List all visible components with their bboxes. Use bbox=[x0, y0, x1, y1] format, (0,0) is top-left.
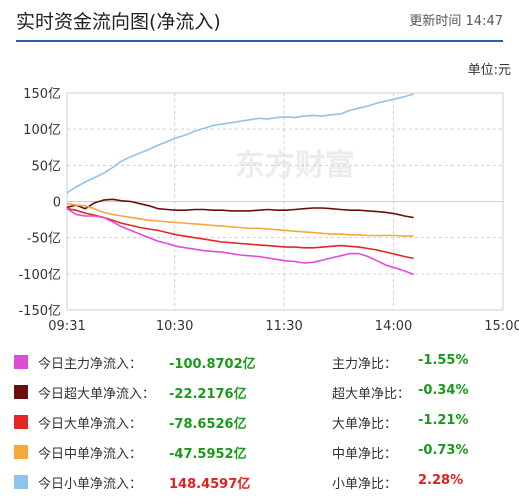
legend-value-small: 148.4597亿 bbox=[169, 477, 251, 492]
ratio-label-medium: 中单净比： bbox=[332, 447, 398, 462]
ratio-label-main: 主力净比： bbox=[332, 357, 398, 372]
series-line-medium bbox=[66, 202, 414, 237]
legend-row-super-large: 今日超大单净流入： -22.2176亿 超大单净比： -0.34% bbox=[14, 380, 514, 406]
series-line-small bbox=[66, 93, 414, 194]
legend-label-super-large: 今日超大单净流入： bbox=[38, 387, 156, 402]
series-line-main bbox=[66, 208, 414, 276]
unit-label: 单位:元 bbox=[467, 63, 511, 78]
legend-row-main: 今日主力净流入： -100.8702亿 主力净比： -1.55% bbox=[14, 350, 514, 376]
y-tick-label: -50亿 bbox=[27, 232, 61, 247]
update-time: 更新时间 14:47 bbox=[409, 14, 503, 29]
ratio-value-super-large: -0.34% bbox=[418, 383, 469, 398]
legend-label-main: 今日主力净流入： bbox=[38, 357, 143, 372]
legend-swatch-main bbox=[14, 355, 28, 369]
y-tick-label: 50亿 bbox=[31, 159, 61, 174]
legend-swatch-large bbox=[14, 415, 28, 429]
legend-value-super-large: -22.2176亿 bbox=[169, 387, 247, 402]
x-tick-label: 10:30 bbox=[156, 319, 193, 334]
y-tick-label: 100亿 bbox=[23, 123, 61, 138]
ratio-value-large: -1.21% bbox=[418, 413, 469, 428]
legend-swatch-medium bbox=[14, 445, 28, 459]
series-line-super_large bbox=[66, 198, 414, 219]
legend-swatch-small bbox=[14, 475, 28, 489]
x-tick-label: 09:31 bbox=[48, 319, 85, 334]
legend-value-main: -100.8702亿 bbox=[169, 357, 256, 372]
ratio-label-small: 小单净比： bbox=[332, 477, 398, 492]
legend-label-large: 今日大单净流入： bbox=[38, 417, 143, 432]
legend-label-small: 今日小单净流入： bbox=[38, 477, 143, 492]
legend-row-small: 今日小单净流入： 148.4597亿 小单净比： 2.28% bbox=[14, 470, 514, 496]
x-tick-label: 14:00 bbox=[375, 319, 412, 334]
y-tick-label: 150亿 bbox=[23, 87, 61, 102]
ratio-value-small: 2.28% bbox=[418, 473, 464, 488]
ratio-value-medium: -0.73% bbox=[418, 443, 469, 458]
x-tick-label: 11:30 bbox=[265, 319, 302, 334]
legend-row-large: 今日大单净流入： -78.6526亿 大单净比： -1.21% bbox=[14, 410, 514, 436]
legend-value-medium: -47.5952亿 bbox=[169, 447, 247, 462]
header-divider bbox=[16, 40, 503, 42]
legend-swatch-super-large bbox=[14, 385, 28, 399]
ratio-label-large: 大单净比： bbox=[332, 417, 398, 432]
legend-value-large: -78.6526亿 bbox=[169, 417, 247, 432]
x-tick-label: 15:00 bbox=[484, 319, 519, 334]
y-tick-label: -100亿 bbox=[18, 268, 61, 283]
y-tick-label: -150亿 bbox=[18, 304, 61, 319]
page-title: 实时资金流向图(净流入) bbox=[16, 11, 221, 33]
chart-header: 实时资金流向图(净流入) 更新时间 14:47 bbox=[0, 0, 519, 40]
legend-label-medium: 今日中单净流入： bbox=[38, 447, 143, 462]
ratio-label-super-large: 超大单净比： bbox=[332, 387, 411, 402]
series-line-large bbox=[66, 207, 414, 260]
ratio-value-main: -1.55% bbox=[418, 353, 469, 368]
y-tick-label: 0 bbox=[53, 196, 61, 211]
legend-row-medium: 今日中单净流入： -47.5952亿 中单净比： -0.73% bbox=[14, 440, 514, 466]
